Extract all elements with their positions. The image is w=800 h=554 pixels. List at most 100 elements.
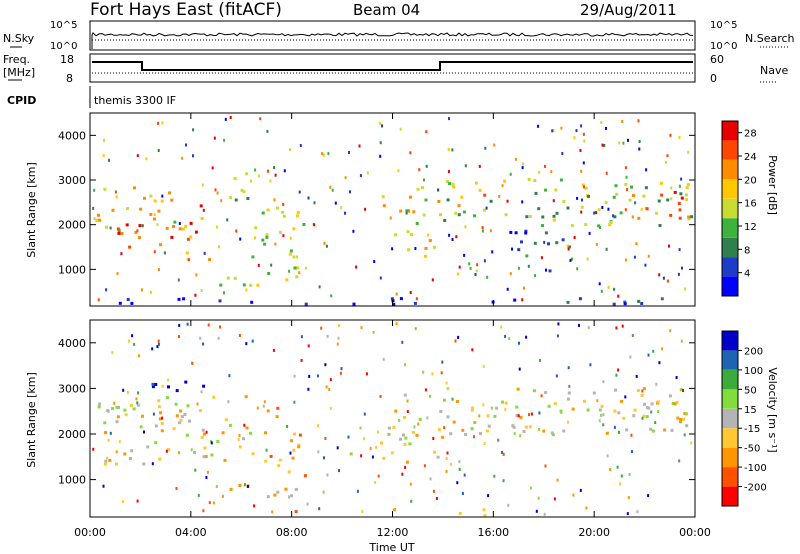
echo-cell bbox=[111, 351, 114, 355]
echo-cell bbox=[404, 436, 408, 440]
echo-cell bbox=[321, 152, 324, 156]
velocity-colorbar: -200 -100 -50 -15 15 50 100 200 bbox=[721, 330, 767, 507]
echo-cell bbox=[504, 401, 508, 405]
echo-cell bbox=[340, 367, 343, 371]
echo-cell bbox=[483, 259, 486, 263]
echo-cell bbox=[614, 184, 618, 188]
echo-cell bbox=[273, 493, 277, 497]
echo-cell bbox=[580, 210, 583, 214]
echo-cell bbox=[680, 196, 684, 200]
echo-cell bbox=[313, 201, 316, 205]
echo-cell bbox=[239, 237, 242, 241]
echo-cell bbox=[441, 435, 445, 439]
echo-cell bbox=[503, 179, 507, 183]
echo-cell bbox=[663, 428, 667, 432]
echo-cell bbox=[266, 208, 270, 212]
echo-cell bbox=[138, 354, 140, 358]
echo-cell bbox=[687, 150, 690, 154]
echo-cell bbox=[300, 335, 303, 339]
echo-cell bbox=[324, 437, 327, 440]
echo-cell bbox=[339, 371, 342, 375]
echo-cell bbox=[581, 183, 585, 187]
echo-cell bbox=[264, 431, 267, 435]
echo-cell bbox=[240, 188, 244, 192]
echo-cell bbox=[336, 446, 339, 450]
colorbar-swatch bbox=[722, 350, 738, 370]
echo-cell bbox=[655, 382, 658, 386]
echo-cell bbox=[186, 257, 189, 261]
echo-cell bbox=[556, 478, 559, 482]
echo-cell bbox=[221, 431, 225, 435]
echo-cell bbox=[482, 364, 485, 368]
echo-cell bbox=[418, 417, 422, 421]
echo-cell bbox=[515, 414, 519, 418]
echo-cell bbox=[122, 388, 125, 392]
echo-cell bbox=[326, 473, 329, 477]
echo-cell bbox=[167, 378, 170, 382]
echo-cell bbox=[121, 500, 124, 503]
echo-cell bbox=[216, 440, 220, 443]
echo-cell bbox=[257, 263, 260, 267]
echo-cell bbox=[624, 208, 627, 212]
echo-cell bbox=[165, 449, 168, 453]
echo-cell bbox=[682, 417, 686, 421]
echo-cell bbox=[482, 403, 485, 407]
echo-cell bbox=[157, 121, 159, 125]
echo-cell bbox=[274, 242, 277, 246]
echo-cell bbox=[566, 300, 570, 304]
echo-cell bbox=[605, 126, 607, 130]
echo-cell bbox=[431, 372, 434, 376]
echo-cell bbox=[586, 257, 589, 261]
echo-cell bbox=[504, 213, 508, 217]
echo-cell bbox=[424, 388, 427, 392]
echo-cell bbox=[245, 288, 248, 292]
echo-cell bbox=[506, 287, 509, 291]
echo-cell bbox=[600, 121, 603, 124]
echo-cell bbox=[259, 117, 262, 121]
colorbar-swatch bbox=[722, 467, 738, 487]
colorbar-tick-label: 15 bbox=[744, 405, 757, 416]
echo-cell bbox=[428, 239, 432, 243]
echo-cell bbox=[379, 121, 382, 125]
echo-cell bbox=[184, 380, 188, 384]
echo-cell bbox=[355, 265, 358, 269]
echo-cell bbox=[364, 207, 367, 211]
echo-cell bbox=[429, 394, 431, 398]
echo-cell bbox=[502, 452, 505, 456]
ytick-label: 2000 bbox=[58, 428, 86, 441]
echo-cell bbox=[637, 216, 641, 220]
echo-cell bbox=[133, 342, 136, 346]
echo-cell bbox=[267, 169, 269, 173]
echo-cell bbox=[658, 273, 661, 277]
echo-cell bbox=[292, 227, 296, 231]
echo-cell bbox=[130, 449, 134, 453]
echo-cell bbox=[548, 269, 552, 273]
echo-cell bbox=[463, 253, 466, 257]
echo-cell bbox=[404, 363, 406, 367]
echo-cell bbox=[401, 340, 404, 344]
echo-cell bbox=[637, 119, 640, 123]
echo-cell bbox=[617, 411, 621, 415]
colorbar-swatch bbox=[722, 159, 738, 180]
echo-cell bbox=[289, 439, 293, 443]
echo-cell bbox=[623, 302, 627, 306]
echo-cell bbox=[360, 454, 363, 458]
echo-cell bbox=[489, 199, 493, 203]
echo-cell bbox=[537, 207, 541, 211]
echo-cell bbox=[645, 406, 649, 410]
echo-cell bbox=[379, 141, 382, 145]
echo-cell bbox=[380, 441, 383, 445]
echo-cell bbox=[115, 462, 118, 466]
echo-cell bbox=[678, 208, 682, 212]
echo-cell bbox=[136, 154, 139, 158]
echo-cell bbox=[451, 238, 454, 241]
echo-cell bbox=[381, 124, 383, 128]
echo-cell bbox=[613, 409, 617, 413]
echo-cell bbox=[233, 276, 237, 280]
echo-cell bbox=[399, 209, 403, 213]
echo-cell bbox=[470, 427, 474, 431]
echo-cell bbox=[292, 255, 296, 259]
date-label: 29/Aug/2011 bbox=[580, 1, 677, 19]
echo-cell bbox=[251, 339, 254, 343]
echo-cell bbox=[156, 223, 159, 227]
